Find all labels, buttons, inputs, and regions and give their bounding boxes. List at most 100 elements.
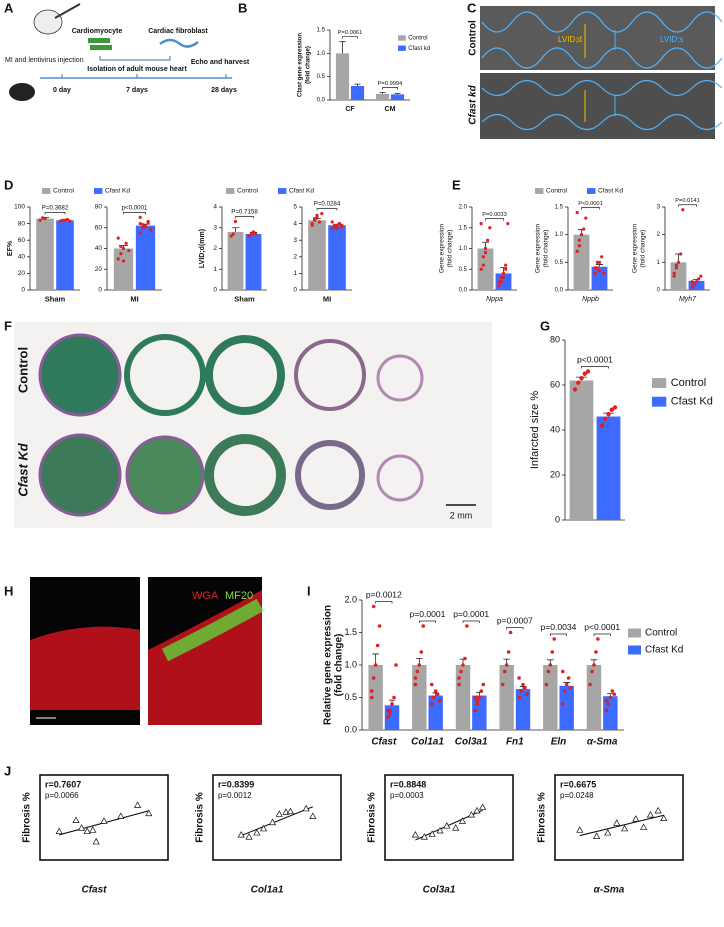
- data-point: [640, 823, 648, 830]
- r-value: r=0.6675: [560, 779, 596, 789]
- data-point: [251, 230, 256, 234]
- y-tick-label: 0: [213, 287, 217, 294]
- y-tick-label: 60: [95, 224, 103, 231]
- data-point: [330, 220, 334, 224]
- heart-section: [38, 333, 122, 417]
- y-tick-label: 80: [550, 334, 560, 344]
- stain-label: WGA: [192, 590, 219, 602]
- echo-trace: [481, 47, 723, 69]
- data-point: [692, 282, 696, 287]
- p-value: p=0.0001: [453, 609, 489, 619]
- bar: [477, 248, 494, 290]
- data-point: [371, 676, 376, 680]
- legend-swatch: [587, 188, 596, 194]
- p-value: P=0.0284: [314, 201, 341, 208]
- bar: [573, 234, 590, 290]
- data-point: [473, 708, 478, 713]
- data-point: [613, 819, 621, 826]
- echo-trace: [481, 79, 723, 97]
- data-point: [119, 252, 123, 256]
- data-point: [481, 263, 485, 267]
- p-value: P=0.0061: [338, 30, 363, 36]
- row-label: Cfast kd: [468, 84, 479, 124]
- y-axis-label: LVID;d(mm): [199, 229, 206, 268]
- y-axis-label: (fold change): [334, 634, 345, 697]
- y-axis-label: Gene expression: [632, 224, 639, 274]
- data-point: [465, 624, 469, 628]
- data-point: [419, 650, 424, 654]
- y-tick-label: 80: [95, 204, 103, 211]
- data-point: [548, 663, 553, 667]
- data-point: [593, 271, 597, 275]
- plot-frame: [39, 774, 169, 861]
- data-point: [41, 216, 45, 220]
- x-tick-label: MI: [323, 294, 331, 303]
- data-point: [594, 650, 598, 654]
- data-point: [550, 650, 555, 654]
- error-bar: [476, 691, 483, 696]
- y-tick-label: 1: [213, 266, 217, 273]
- y-axis-label: Relative gene expression: [323, 605, 334, 725]
- data-point: [585, 369, 591, 374]
- data-point: [461, 663, 465, 667]
- plot-frame: [384, 774, 514, 861]
- data-point: [275, 810, 283, 817]
- p-value: p=0.0012: [366, 589, 402, 599]
- data-point: [335, 223, 339, 227]
- data-point: [506, 650, 511, 654]
- y-axis-label: Gene expression: [535, 224, 542, 274]
- data-point: [544, 682, 549, 687]
- data-point: [603, 416, 608, 421]
- data-point: [433, 689, 438, 693]
- y-tick-label: 0: [555, 514, 560, 524]
- diagram-label: 0 day: [53, 87, 71, 94]
- y-tick-label: 40: [18, 254, 26, 261]
- y-tick-label: 5: [293, 204, 297, 211]
- legend-swatch: [278, 188, 287, 194]
- data-point: [65, 217, 69, 222]
- panel-letter: J: [4, 763, 11, 778]
- y-tick-label: 1: [293, 270, 297, 277]
- data-point: [479, 803, 487, 810]
- significance-bracket: [342, 36, 358, 39]
- data-point: [369, 689, 374, 693]
- data-point: [420, 833, 428, 840]
- x-tick-label: Sham: [234, 294, 255, 303]
- data-point: [124, 241, 128, 245]
- data-point: [579, 233, 584, 237]
- legend-swatch: [398, 35, 406, 41]
- data-point: [674, 263, 678, 267]
- bar: [569, 380, 594, 520]
- data-point: [146, 219, 150, 224]
- data-point: [78, 824, 86, 831]
- x-tick-label: Nppa: [486, 296, 503, 303]
- diagram-label: MI and lentivirus injection: [5, 57, 84, 64]
- x-tick-label: Fn1: [506, 737, 524, 748]
- legend-swatch: [535, 188, 544, 194]
- legend-label: Control: [546, 188, 568, 195]
- data-point: [654, 806, 662, 814]
- y-tick-label: 100: [14, 204, 25, 211]
- error-bar: [339, 41, 346, 54]
- p-value: p=0.0003: [390, 791, 424, 800]
- data-point: [89, 826, 97, 833]
- data-point: [600, 255, 604, 259]
- panel-letter: C: [467, 0, 477, 15]
- data-point: [149, 227, 153, 231]
- data-point: [483, 251, 488, 255]
- data-point: [502, 669, 507, 674]
- data-point: [253, 828, 261, 836]
- y-tick-label: 1.5: [317, 28, 326, 34]
- y-axis-label: (fold change): [447, 230, 454, 268]
- diagram-label: Cardiomyocyte: [72, 28, 123, 35]
- legend-label: Cfast Kd: [671, 396, 713, 408]
- data-point: [458, 817, 467, 824]
- bar: [308, 220, 326, 290]
- scale-label: 2 mm: [450, 510, 473, 520]
- syringe-icon: [54, 3, 81, 19]
- data-point: [134, 801, 142, 808]
- y-axis-label: (fold change): [306, 46, 312, 84]
- legend-label: Control: [645, 628, 677, 639]
- significance-bracket: [506, 627, 524, 630]
- data-point: [457, 682, 461, 687]
